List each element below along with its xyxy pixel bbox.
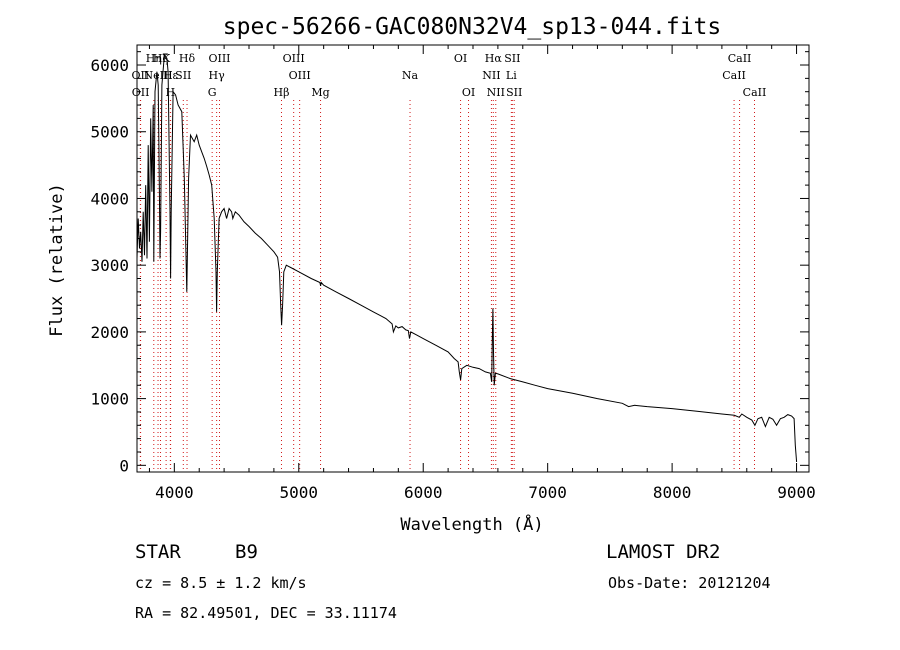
spectral-line-label: NII — [482, 69, 500, 82]
y-tick-label: 3000 — [90, 256, 129, 275]
object-class: STAR — [135, 541, 181, 563]
spectral-line-label: OII — [132, 86, 150, 99]
spectral-line-label: H — [166, 86, 176, 99]
spectral-line-label: NeIII — [143, 69, 172, 82]
x-tick-label: 9000 — [777, 483, 816, 502]
x-tick-label: 4000 — [155, 483, 194, 502]
spectral-line-label: OIII — [289, 69, 311, 82]
y-tick-label: 6000 — [90, 56, 129, 75]
spectral-line-label: Mg — [311, 86, 329, 99]
spectral-line-label: SII — [506, 86, 522, 99]
spectral-line-label: CaII — [728, 52, 752, 65]
spectral-line-label: CaII — [743, 86, 767, 99]
spectral-line-label: Hβ — [274, 86, 290, 99]
y-axis: 0 1000 2000 3000 4000 5000 6000 — [90, 51, 809, 475]
x-tick-label: 7000 — [528, 483, 567, 502]
coordinates: RA = 82.49501, DEC = 33.11174 — [135, 604, 397, 622]
spectral-line-label: OI — [462, 86, 475, 99]
y-tick-label: 1000 — [90, 390, 129, 409]
y-tick-label: 5000 — [90, 123, 129, 142]
spectral-line-label: OIII — [283, 52, 305, 65]
spectral-line-label: Hε — [163, 69, 179, 82]
spectral-line-label: NII — [487, 86, 505, 99]
object-subclass: B9 — [235, 541, 258, 563]
spectral-line-label: Hδ — [179, 52, 196, 65]
spectral-line-label: SII — [175, 69, 191, 82]
survey-name: LAMOST DR2 — [606, 541, 721, 563]
spectral-line-label: Na — [402, 69, 419, 82]
redshift-value: cz = 8.5 ± 1.2 km/s — [135, 574, 307, 592]
spectral-line-label: OIII — [208, 52, 230, 65]
spectral-line-label: G — [208, 86, 217, 99]
spectral-line-label: Hγ — [209, 69, 226, 82]
spectral-line-label: OI — [454, 52, 467, 65]
x-tick-label: 5000 — [280, 483, 319, 502]
x-tick-label: 8000 — [653, 483, 692, 502]
x-axis-label: Wavelength (Å) — [400, 513, 543, 535]
observation-date: Obs-Date: 20121204 — [608, 574, 771, 592]
spectrum-series-line — [136, 53, 798, 463]
plot-frame — [136, 44, 810, 473]
spectral-line-label: CaII — [722, 69, 746, 82]
y-tick-label: 0 — [119, 456, 129, 475]
spectral-line-label: Hα — [485, 52, 503, 65]
spectral-line-label: OII — [132, 69, 150, 82]
y-tick-label: 4000 — [90, 189, 129, 208]
y-axis-label: Flux (relative) — [47, 183, 67, 337]
chart-title: spec-56266-GAC080N32V4_sp13-044.fits — [223, 14, 722, 40]
spectral-line-label: Hη — [146, 52, 162, 65]
x-axis: 4000 5000 6000 7000 8000 9000 — [148, 45, 816, 502]
spectral-line-label: SII — [504, 52, 520, 65]
x-tick-label: 6000 — [404, 483, 443, 502]
spectral-line-label: Li — [506, 69, 517, 82]
spectral-line-label: Hζ — [153, 52, 169, 65]
y-tick-label: 2000 — [90, 323, 129, 342]
